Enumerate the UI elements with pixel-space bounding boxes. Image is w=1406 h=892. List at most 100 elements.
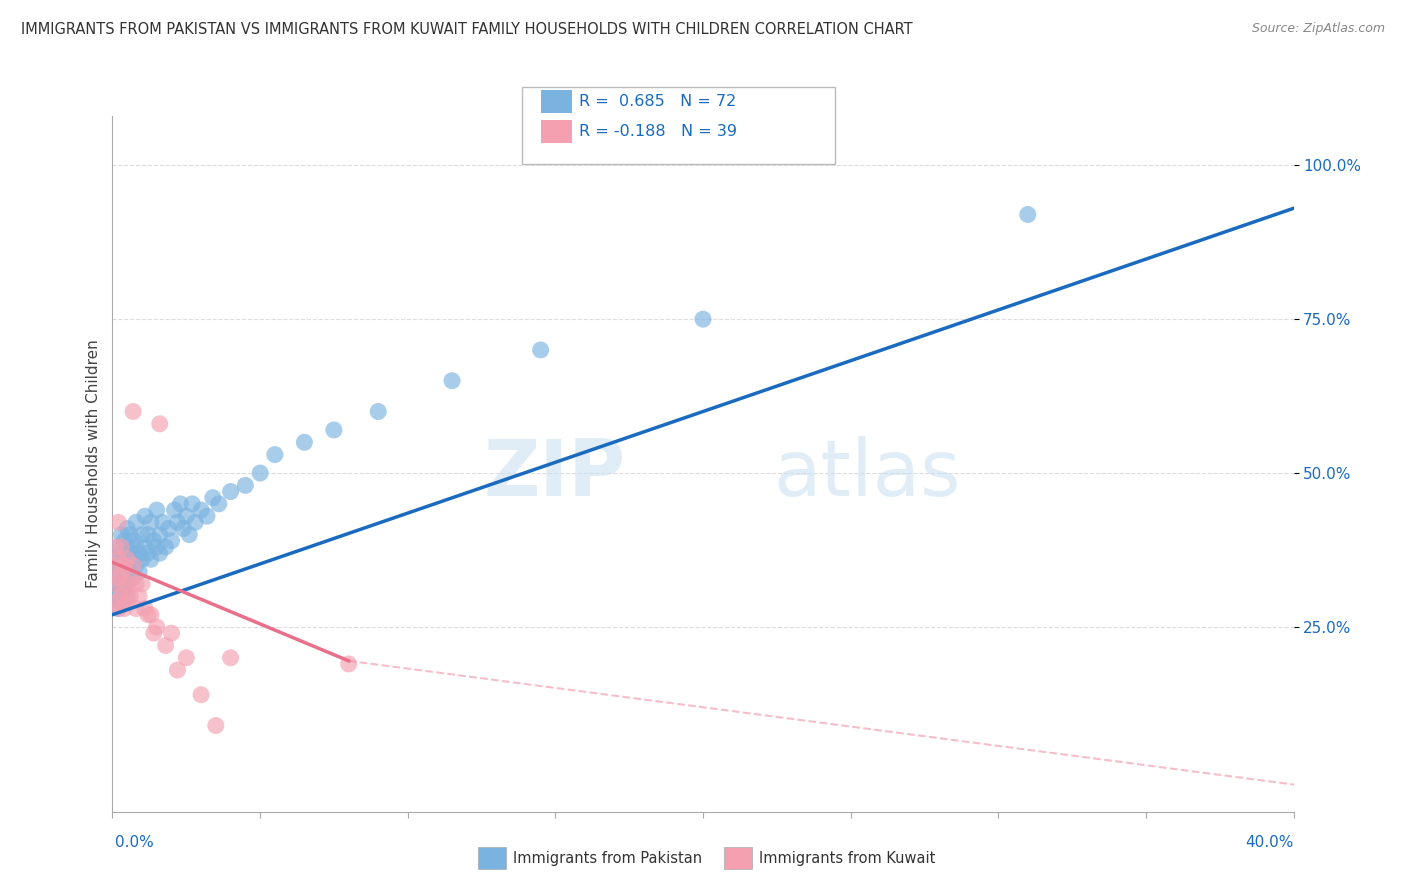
Point xyxy=(110,565,132,579)
Point xyxy=(157,521,180,535)
Point xyxy=(160,533,183,548)
Text: atlas: atlas xyxy=(773,436,962,512)
Point xyxy=(120,546,142,560)
Point xyxy=(190,688,212,702)
Point xyxy=(107,577,129,591)
Point xyxy=(142,626,165,640)
Point xyxy=(441,374,464,388)
Point xyxy=(152,516,174,530)
Text: R =  0.685   N = 72: R = 0.685 N = 72 xyxy=(579,95,737,109)
Point xyxy=(139,552,162,566)
Point xyxy=(122,558,145,573)
Point xyxy=(104,577,127,591)
Point xyxy=(125,516,148,530)
Point xyxy=(112,558,135,573)
Point xyxy=(205,718,228,732)
Point xyxy=(146,540,169,554)
Point xyxy=(117,595,138,609)
Point xyxy=(110,589,132,603)
Point xyxy=(112,552,135,566)
Point xyxy=(249,466,271,480)
Point xyxy=(146,620,169,634)
Point xyxy=(117,552,138,566)
Point xyxy=(134,601,156,615)
Point xyxy=(104,589,127,603)
Point xyxy=(122,571,145,585)
Point xyxy=(117,589,138,603)
Point xyxy=(117,521,138,535)
Point xyxy=(110,546,132,560)
Point xyxy=(104,595,127,609)
Point xyxy=(166,663,188,677)
Point xyxy=(117,558,138,573)
Point xyxy=(233,478,256,492)
Point xyxy=(367,404,389,418)
Point xyxy=(139,607,162,622)
Point xyxy=(110,595,132,609)
Point xyxy=(110,540,132,554)
Point xyxy=(179,527,201,541)
Text: Source: ZipAtlas.com: Source: ZipAtlas.com xyxy=(1251,22,1385,36)
Text: IMMIGRANTS FROM PAKISTAN VS IMMIGRANTS FROM KUWAIT FAMILY HOUSEHOLDS WITH CHILDR: IMMIGRANTS FROM PAKISTAN VS IMMIGRANTS F… xyxy=(21,22,912,37)
Point xyxy=(146,503,169,517)
Point xyxy=(155,639,177,653)
Point xyxy=(104,558,127,573)
Point xyxy=(107,571,129,585)
Point xyxy=(208,497,231,511)
Point xyxy=(110,565,132,579)
Point xyxy=(149,546,172,560)
Point xyxy=(160,626,183,640)
Point xyxy=(131,552,153,566)
Point xyxy=(131,577,153,591)
Point xyxy=(181,497,204,511)
Point xyxy=(128,589,150,603)
Text: R = -0.188   N = 39: R = -0.188 N = 39 xyxy=(579,124,737,138)
Point xyxy=(117,540,138,554)
Point xyxy=(136,546,159,560)
Point xyxy=(169,497,191,511)
Point xyxy=(128,546,150,560)
Point xyxy=(149,527,172,541)
Point xyxy=(172,521,194,535)
Point xyxy=(112,533,135,548)
Point xyxy=(120,589,142,603)
Text: Immigrants from Pakistan: Immigrants from Pakistan xyxy=(513,851,703,865)
Point xyxy=(104,571,127,585)
Point xyxy=(107,540,129,554)
Point xyxy=(107,558,129,573)
Point xyxy=(264,448,287,462)
Point xyxy=(112,583,135,598)
Point xyxy=(136,527,159,541)
Point xyxy=(122,552,145,566)
Point xyxy=(125,577,148,591)
Point xyxy=(122,404,145,418)
Point xyxy=(219,484,242,499)
Text: ZIP: ZIP xyxy=(484,436,626,512)
Point xyxy=(112,571,135,585)
Point xyxy=(139,516,162,530)
Point xyxy=(107,601,129,615)
Point xyxy=(125,558,148,573)
Point xyxy=(117,577,138,591)
Point xyxy=(104,540,127,554)
Point xyxy=(128,565,150,579)
Point xyxy=(112,601,135,615)
Point xyxy=(107,552,129,566)
Point xyxy=(292,435,315,450)
Point xyxy=(131,527,153,541)
Point xyxy=(120,571,142,585)
Point xyxy=(107,516,129,530)
Point xyxy=(201,491,224,505)
Point xyxy=(529,343,551,357)
Point xyxy=(166,516,188,530)
Point xyxy=(122,533,145,548)
Point xyxy=(117,577,138,591)
Point xyxy=(174,650,197,665)
Point xyxy=(219,650,242,665)
Text: 40.0%: 40.0% xyxy=(1246,836,1294,850)
Point xyxy=(134,509,156,524)
Point xyxy=(107,601,129,615)
Point xyxy=(125,601,148,615)
Point xyxy=(174,509,197,524)
Text: 0.0%: 0.0% xyxy=(115,836,155,850)
